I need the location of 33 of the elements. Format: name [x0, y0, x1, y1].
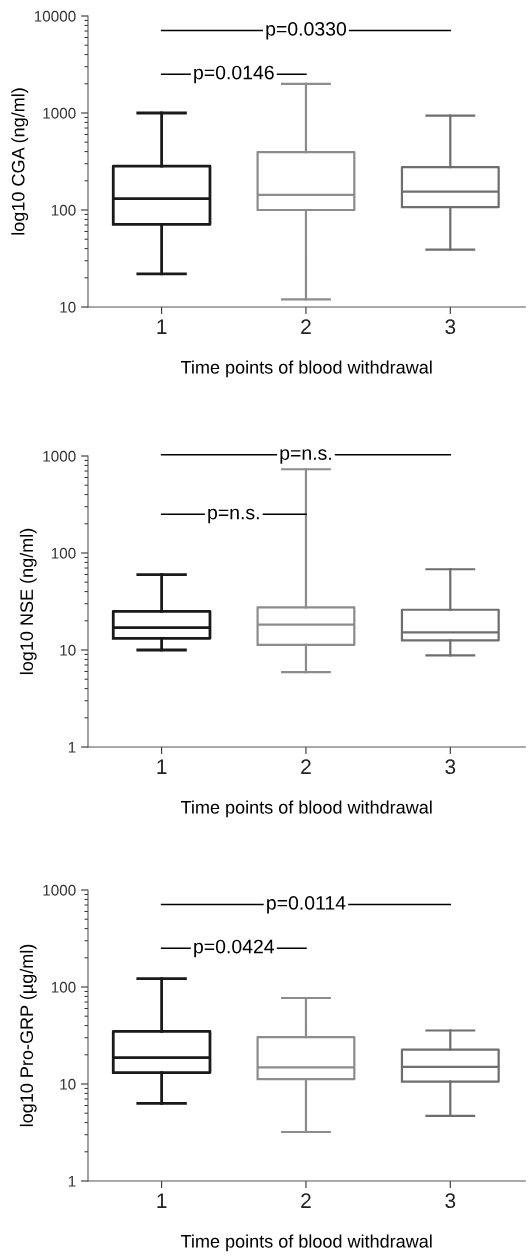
y-tick-label: 1000	[43, 450, 76, 462]
x-tick-label: 3	[445, 759, 456, 775]
y-axis-title: log10 NSE (ng/ml)	[19, 528, 37, 675]
y-tick-label: 100	[51, 547, 76, 559]
x-axis-title: Time points of blood withdrawal	[180, 800, 432, 818]
y-tick-label: 1000	[43, 107, 76, 119]
annotation: p=0.0330	[266, 22, 347, 40]
y-tick-label: 1000	[43, 884, 76, 896]
y-tick-label: 10	[60, 1078, 76, 1090]
y-axis-title: log10 Pro-GRP (µg/ml)	[19, 944, 37, 1127]
y-tick-label: 1	[68, 742, 76, 753]
annotation: p=0.0424	[194, 939, 275, 958]
y-axis-title: log10 CGA (ng/ml)	[11, 88, 29, 235]
x-tick-label: 3	[445, 1193, 456, 1209]
x-tick-label: 2	[301, 1193, 311, 1208]
y-tick-label: 100	[51, 981, 76, 993]
x-axis-title: Time points of blood withdrawal	[180, 360, 432, 378]
y-tick-label: 10	[60, 644, 76, 656]
y-tick-label: 100	[51, 204, 76, 216]
annotation: p=n.s.	[280, 449, 331, 464]
x-tick-label: 1	[157, 319, 167, 334]
x-tick-label: 2	[301, 759, 311, 774]
x-tick-label: 1	[157, 759, 167, 774]
y-tick-label: 10	[60, 301, 76, 313]
y-tick-label: 1	[68, 1176, 76, 1187]
annotation: p=n.s.	[208, 508, 259, 524]
x-axis-title: Time points of blood withdrawal	[180, 1234, 432, 1252]
x-tick-label: 1	[157, 1193, 167, 1208]
annotation: p=0.0146	[194, 65, 274, 84]
annotation: p=0.0114	[267, 896, 346, 914]
y-tick-label: 10000	[34, 10, 76, 22]
x-tick-label: 3	[445, 319, 456, 335]
x-tick-label: 2	[301, 319, 311, 334]
